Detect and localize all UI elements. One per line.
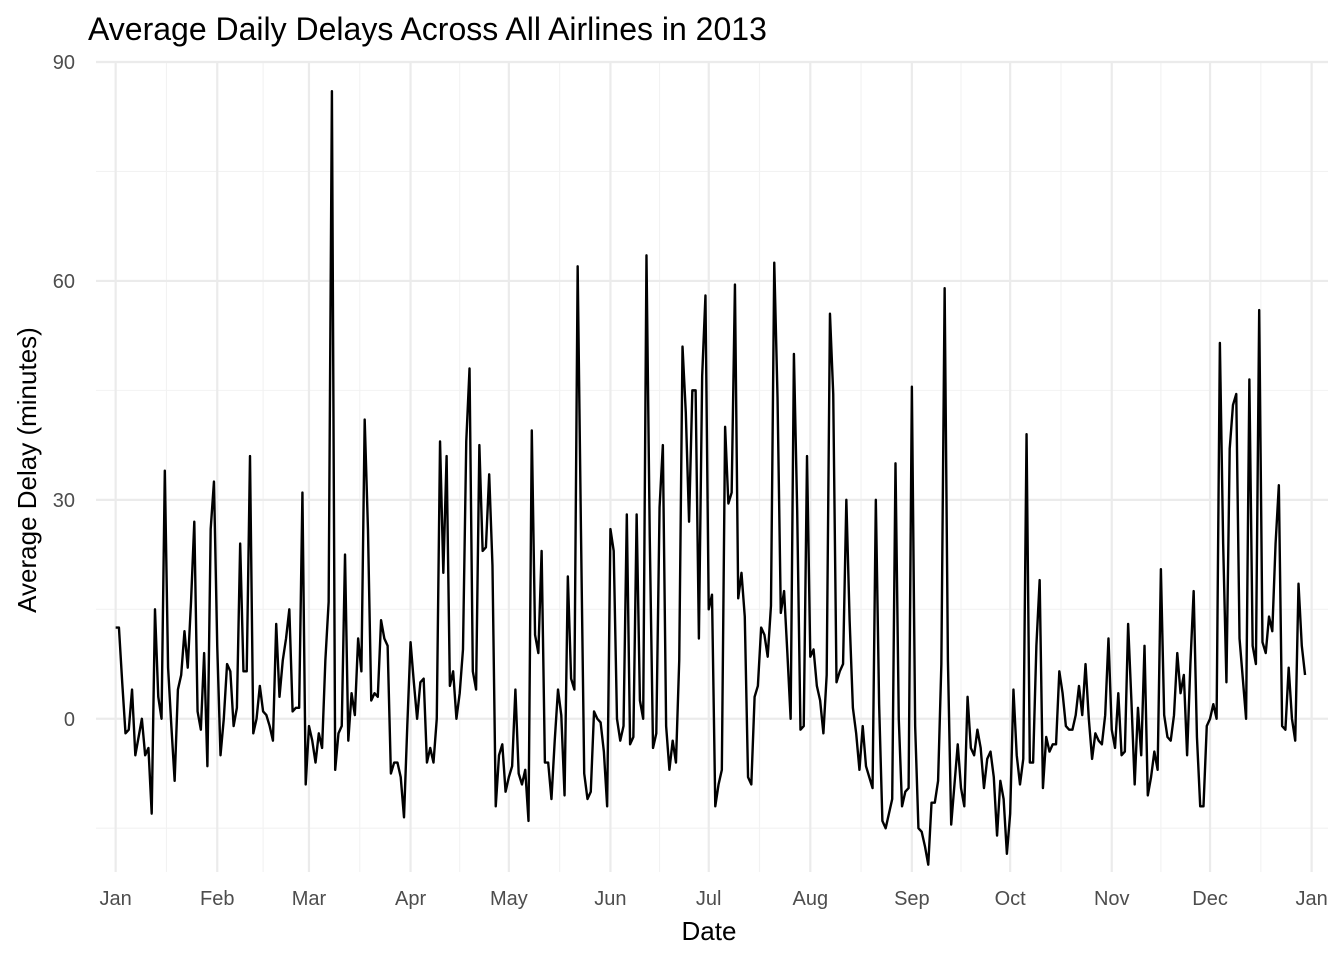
chart-title: Average Daily Delays Across All Airlines… <box>88 11 767 47</box>
x-tick-label: Jan <box>1295 888 1327 910</box>
y-tick-label: 60 <box>53 271 75 293</box>
x-tick-label: Jun <box>594 888 626 910</box>
grid-lines <box>96 60 1328 872</box>
y-tick-label: 90 <box>53 52 75 74</box>
x-tick-label: May <box>490 888 528 910</box>
series-line-average-delay <box>115 89 1307 866</box>
x-tick-label: Dec <box>1192 888 1228 910</box>
x-axis-title: Date <box>682 916 737 946</box>
y-tick-label: 30 <box>53 490 75 512</box>
y-axis-title: Average Delay (minutes) <box>12 327 42 613</box>
y-tick-label: 0 <box>64 709 75 731</box>
x-tick-label: Feb <box>200 888 234 910</box>
x-axis-ticks: Jan Feb Mar Apr May Jun Jul Aug Sep Oct Nov Dec Jan <box>100 888 1328 910</box>
x-tick-label: Sep <box>894 888 930 910</box>
x-tick-label: Jul <box>696 888 722 910</box>
x-tick-label: Mar <box>292 888 327 910</box>
x-tick-label: Apr <box>395 888 426 910</box>
x-tick-label: Jan <box>100 888 132 910</box>
y-axis-ticks: 0 30 60 90 <box>53 52 75 731</box>
series-layer <box>115 89 1307 866</box>
x-tick-label: Aug <box>793 888 829 910</box>
x-tick-label: Oct <box>995 888 1027 910</box>
x-tick-label: Nov <box>1094 888 1130 910</box>
